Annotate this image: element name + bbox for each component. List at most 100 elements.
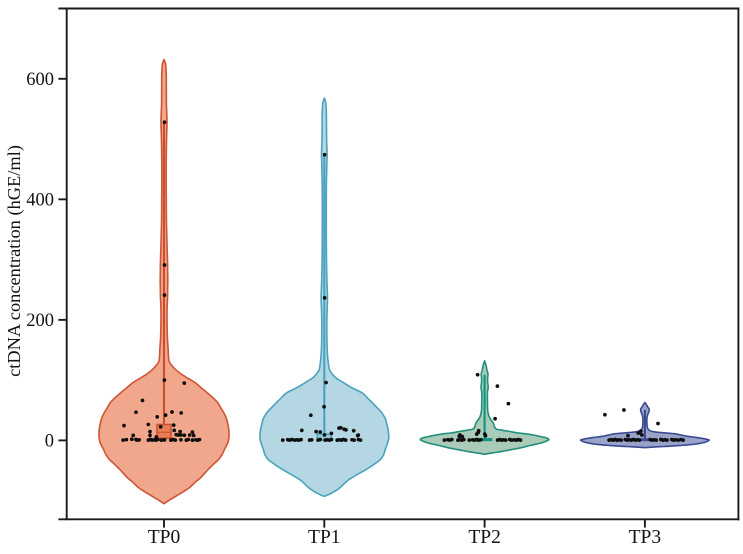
data-point (622, 408, 626, 412)
data-point (462, 437, 466, 442)
data-point (162, 378, 167, 382)
data-point (162, 263, 167, 267)
data-point (163, 413, 168, 417)
data-point (449, 437, 454, 442)
data-point (358, 438, 363, 442)
data-point (178, 429, 182, 434)
data-point (191, 433, 196, 438)
data-point (170, 410, 174, 414)
data-point (171, 423, 176, 427)
data-point (344, 428, 348, 432)
data-point (322, 404, 326, 409)
data-point (121, 438, 125, 442)
data-point (190, 438, 195, 443)
data-point (640, 433, 644, 437)
data-point (172, 428, 177, 433)
data-point (162, 293, 167, 298)
data-point (186, 437, 191, 442)
data-point (146, 422, 151, 427)
y-tick-label-200: 200 (26, 311, 54, 331)
x-tick-label-TP2: TP2 (468, 527, 501, 548)
data-point (495, 384, 500, 389)
data-point (176, 433, 181, 437)
data-point (162, 437, 167, 442)
points-TP0 (121, 120, 202, 443)
x-tick-label-TP3: TP3 (629, 527, 662, 548)
y-tick-label-0: 0 (45, 432, 54, 452)
data-point (478, 437, 483, 442)
data-point (329, 437, 334, 442)
data-point (322, 433, 327, 437)
data-point (442, 438, 447, 442)
data-point (318, 430, 323, 434)
data-point (483, 433, 488, 438)
y-tick-label-600: 600 (26, 70, 54, 90)
data-point (322, 296, 327, 300)
data-point (681, 438, 685, 442)
data-point (518, 438, 523, 442)
data-point (329, 431, 334, 436)
data-point (474, 432, 479, 436)
data-point (290, 437, 294, 442)
data-point (665, 438, 669, 443)
data-point (351, 428, 356, 433)
data-point (352, 438, 356, 442)
data-point (173, 438, 178, 442)
data-point (158, 425, 163, 429)
data-point (299, 428, 304, 433)
data-point (626, 433, 630, 438)
data-point (187, 433, 192, 437)
data-point (179, 411, 184, 415)
data-point (637, 438, 642, 442)
data-point (636, 431, 640, 435)
data-point (155, 415, 160, 419)
data-point (457, 434, 462, 439)
data-point (182, 433, 187, 438)
data-point (182, 381, 187, 385)
data-point (322, 152, 327, 157)
data-point (493, 416, 497, 421)
data-point (122, 423, 126, 428)
data-point (603, 412, 607, 417)
data-point (509, 438, 514, 442)
data-point (309, 437, 314, 442)
data-point (179, 433, 183, 437)
data-point (299, 437, 303, 442)
data-point (506, 401, 511, 406)
data-point (308, 413, 313, 418)
data-point (654, 438, 659, 443)
data-point (467, 438, 472, 442)
data-point (155, 437, 160, 442)
x-tick-label-TP0: TP0 (148, 527, 181, 548)
y-tick-label-400: 400 (26, 191, 54, 211)
data-point (318, 437, 323, 442)
x-tick-label-TP1: TP1 (308, 527, 341, 548)
data-point (503, 438, 508, 443)
data-point (656, 421, 660, 426)
data-point (134, 410, 138, 415)
data-point (343, 438, 348, 442)
data-point (324, 380, 328, 385)
data-point (148, 429, 152, 434)
data-point (314, 429, 318, 434)
points-TP2 (442, 372, 523, 443)
points-TP1 (280, 152, 363, 443)
data-point (140, 398, 145, 403)
data-point (131, 433, 136, 438)
data-point (162, 120, 167, 125)
data-point (129, 437, 134, 442)
data-point (179, 437, 183, 442)
data-point (338, 425, 343, 430)
data-point (137, 437, 142, 442)
data-point (355, 433, 360, 438)
points-TP3 (603, 408, 685, 443)
data-point (148, 433, 152, 438)
data-point (619, 438, 624, 443)
data-point (197, 437, 202, 442)
data-point (190, 430, 195, 434)
data-point (159, 438, 164, 442)
data-point (460, 434, 465, 439)
